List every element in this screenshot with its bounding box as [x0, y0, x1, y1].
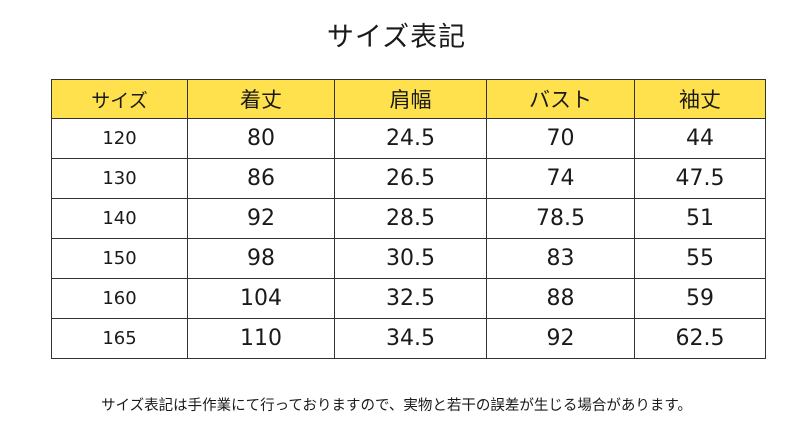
length-cell: 104 — [187, 278, 335, 319]
table-header-row: サイズ 着丈 肩幅 バスト 袖丈 — [51, 79, 766, 119]
bust-cell: 92 — [486, 318, 635, 359]
header-shoulder-width: 肩幅 — [334, 79, 487, 119]
header-size: サイズ — [51, 79, 188, 119]
table-row: 120 80 24.5 70 44 — [51, 118, 766, 159]
size-cell: 130 — [51, 158, 188, 199]
length-cell: 92 — [187, 198, 335, 239]
shoulder-width-cell: 34.5 — [334, 318, 487, 359]
table-row: 150 98 30.5 83 55 — [51, 238, 766, 279]
bust-cell: 70 — [486, 118, 635, 159]
shoulder-width-cell: 28.5 — [334, 198, 487, 239]
shoulder-width-cell: 24.5 — [334, 118, 487, 159]
table-row: 130 86 26.5 74 47.5 — [51, 158, 766, 199]
sleeve-length-cell: 59 — [634, 278, 766, 319]
sleeve-length-cell: 44 — [634, 118, 766, 159]
size-cell: 165 — [51, 318, 188, 359]
table-row: 140 92 28.5 78.5 51 — [51, 198, 766, 239]
page-title: サイズ表記 — [326, 22, 467, 53]
length-cell: 98 — [187, 238, 335, 279]
sleeve-length-cell: 47.5 — [634, 158, 766, 199]
size-chart-table: サイズ 着丈 肩幅 バスト 袖丈 120 80 24.5 70 44 130 8… — [51, 79, 766, 359]
shoulder-width-cell: 32.5 — [334, 278, 487, 319]
size-cell: 160 — [51, 278, 188, 319]
disclaimer-note: サイズ表記は手作業にて行っておりますので、実物と若干の誤差が生じる場合があります… — [101, 398, 692, 414]
header-bust: バスト — [486, 79, 635, 119]
sleeve-length-cell: 62.5 — [634, 318, 766, 359]
table-row: 160 104 32.5 88 59 — [51, 278, 766, 319]
shoulder-width-cell: 26.5 — [334, 158, 487, 199]
sleeve-length-cell: 55 — [634, 238, 766, 279]
bust-cell: 78.5 — [486, 198, 635, 239]
length-cell: 86 — [187, 158, 335, 199]
sleeve-length-cell: 51 — [634, 198, 766, 239]
header-sleeve-length: 袖丈 — [634, 79, 766, 119]
bust-cell: 88 — [486, 278, 635, 319]
size-cell: 150 — [51, 238, 188, 279]
bust-cell: 83 — [486, 238, 635, 279]
table-row: 165 110 34.5 92 62.5 — [51, 318, 766, 359]
bust-cell: 74 — [486, 158, 635, 199]
size-cell: 120 — [51, 118, 188, 159]
header-length: 着丈 — [187, 79, 335, 119]
size-cell: 140 — [51, 198, 188, 239]
length-cell: 110 — [187, 318, 335, 359]
length-cell: 80 — [187, 118, 335, 159]
shoulder-width-cell: 30.5 — [334, 238, 487, 279]
